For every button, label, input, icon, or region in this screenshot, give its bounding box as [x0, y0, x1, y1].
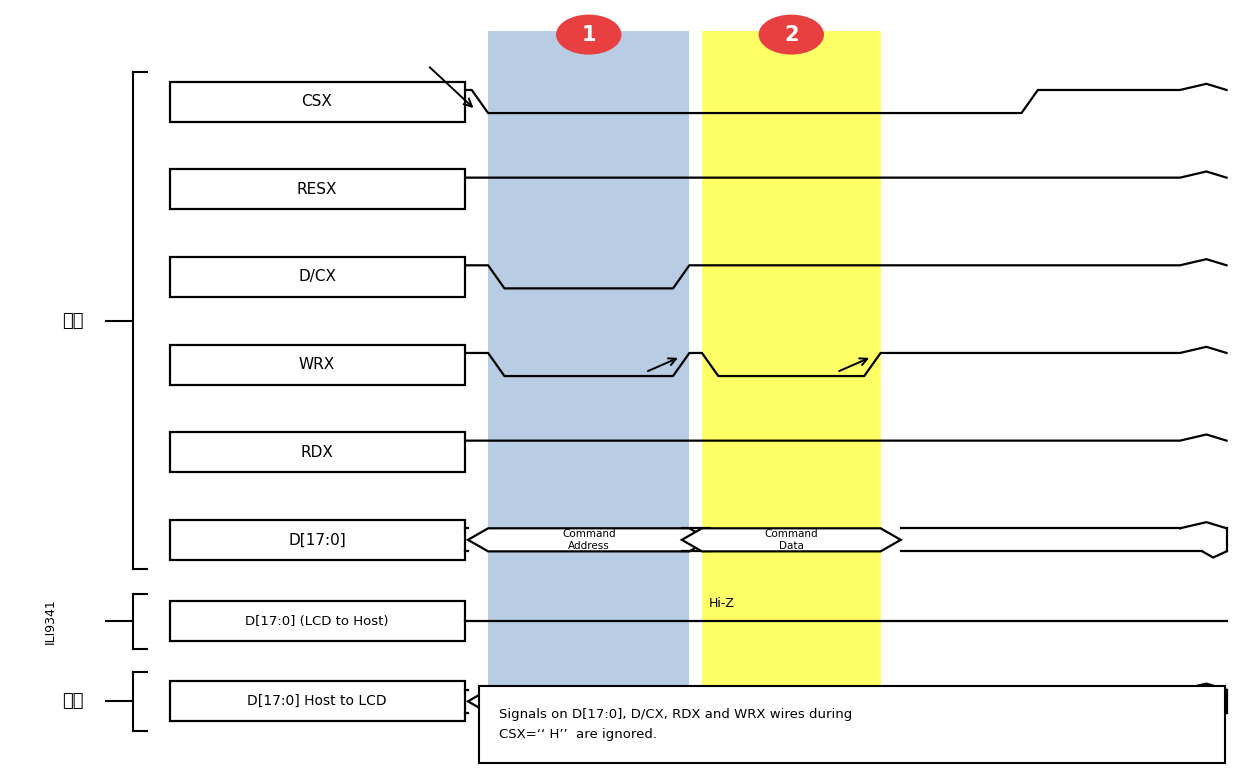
FancyBboxPatch shape [170, 82, 465, 122]
Circle shape [556, 15, 621, 55]
FancyBboxPatch shape [170, 601, 465, 641]
FancyBboxPatch shape [170, 345, 465, 384]
Text: Command
Address: Command Address [562, 529, 615, 551]
FancyBboxPatch shape [170, 520, 465, 560]
Text: RESX: RESX [297, 181, 337, 197]
Text: RDX: RDX [301, 444, 333, 460]
Text: 1: 1 [581, 25, 596, 45]
FancyBboxPatch shape [479, 686, 1225, 763]
Text: CSX: CSX [302, 94, 332, 109]
Bar [702, 31, 881, 750]
Polygon shape [468, 690, 710, 713]
Circle shape [759, 15, 824, 55]
Polygon shape [682, 528, 901, 551]
Text: 主机: 主机 [62, 692, 84, 711]
Text: 接口: 接口 [62, 311, 84, 330]
Bar [488, 31, 689, 750]
Polygon shape [682, 690, 901, 713]
Text: D[17:0]: D[17:0] [288, 532, 346, 548]
Text: Signals on D[17:0], D/CX, RDX and WRX wires during
CSX=‘‘ H’’  are ignored.: Signals on D[17:0], D/CX, RDX and WRX wi… [499, 708, 853, 741]
Text: D[17:0] Host to LCD: D[17:0] Host to LCD [248, 694, 386, 708]
Text: Command
Address: Command Address [562, 691, 615, 712]
FancyBboxPatch shape [170, 681, 465, 721]
Text: D[17:0] (LCD to Host): D[17:0] (LCD to Host) [245, 615, 389, 628]
Text: WRX: WRX [299, 357, 335, 372]
Text: Command
Data: Command Data [765, 529, 818, 551]
Polygon shape [468, 528, 710, 551]
Text: D/CX: D/CX [298, 269, 336, 285]
FancyBboxPatch shape [170, 169, 465, 209]
Text: ILI9341: ILI9341 [44, 598, 57, 644]
Text: Command
Data: Command Data [765, 691, 818, 712]
Text: Hi-Z: Hi-Z [710, 597, 735, 610]
Text: 2: 2 [784, 25, 799, 45]
FancyBboxPatch shape [170, 432, 465, 472]
FancyBboxPatch shape [170, 257, 465, 297]
